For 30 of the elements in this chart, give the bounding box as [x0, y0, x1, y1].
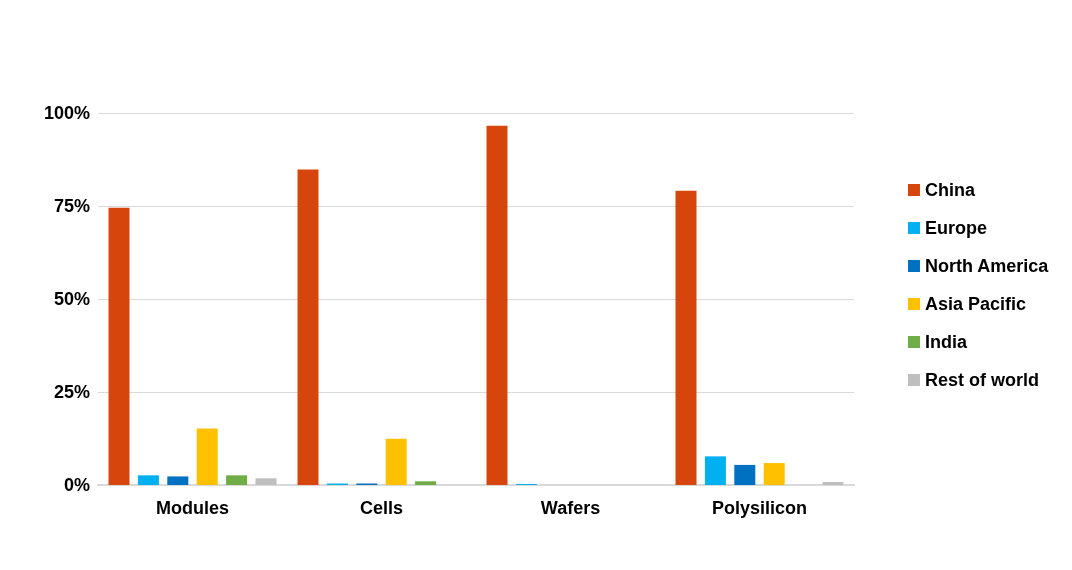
- x-tick-label: Cells: [359, 498, 404, 518]
- bar: [226, 475, 248, 485]
- bar: [763, 463, 785, 485]
- y-tick-label: 25%: [53, 382, 90, 402]
- bar: [137, 475, 159, 485]
- bar: [675, 190, 697, 485]
- legend-label: North America: [924, 256, 1050, 276]
- bar: [385, 438, 407, 485]
- legend-label: China: [924, 180, 976, 200]
- x-tick-label: Wafers: [540, 498, 601, 518]
- x-tick-label: Modules: [155, 498, 230, 518]
- legend-label: Rest of world: [924, 370, 1039, 390]
- bar: [167, 476, 189, 485]
- bar: [108, 207, 130, 485]
- y-tick-label: 75%: [53, 196, 90, 216]
- bar: [734, 464, 756, 485]
- y-tick-label: 0%: [63, 475, 90, 495]
- y-tick-label: 100%: [43, 103, 90, 123]
- bar: [415, 481, 437, 485]
- bar: [822, 482, 844, 485]
- legend-label: Europe: [924, 218, 987, 238]
- x-tick-label: Polysilicon: [711, 498, 808, 518]
- bar: [704, 456, 726, 485]
- legend-label: Asia Pacific: [924, 294, 1027, 314]
- y-tick-label: 50%: [53, 289, 90, 309]
- bar: [196, 428, 218, 485]
- bar: [255, 478, 277, 485]
- bar: [486, 125, 508, 485]
- bar: [297, 169, 319, 485]
- legend-label: India: [924, 332, 968, 352]
